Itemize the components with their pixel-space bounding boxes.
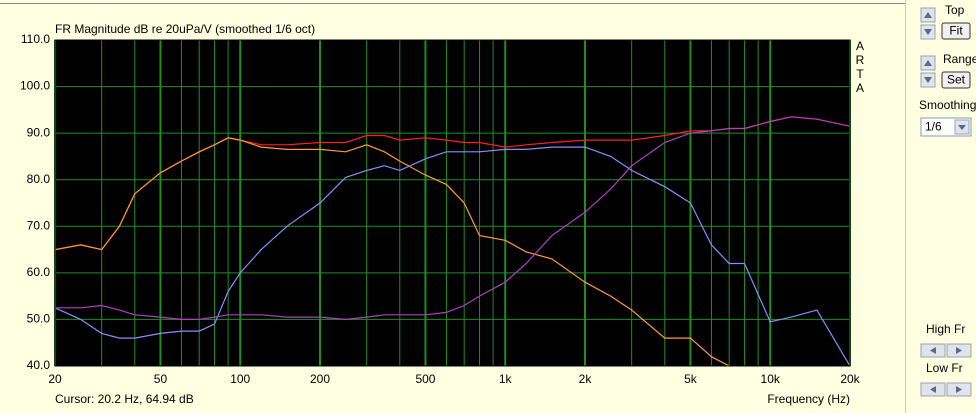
set-button-label: Set xyxy=(947,73,966,87)
series-line xyxy=(55,137,730,366)
x-tick-label: 10k xyxy=(761,372,781,386)
y-tick-label: 100.0 xyxy=(20,79,50,93)
arrow xyxy=(930,347,936,354)
x-axis-label: Frequency (Hz) xyxy=(767,392,850,406)
cursor-readout: Cursor: 20.2 Hz, 64.94 dB xyxy=(55,392,194,406)
y-tick-label: 60.0 xyxy=(27,265,51,279)
chart-title: FR Magnitude dB re 20uPa/V (smoothed 1/6… xyxy=(55,22,315,36)
y-tick-label: 110.0 xyxy=(21,32,50,46)
x-tick-label: 20 xyxy=(48,372,62,386)
x-tick-label: 5k xyxy=(684,372,698,386)
plot-lines xyxy=(55,116,850,366)
range-label: Range xyxy=(943,52,976,66)
x-tick-label: 500 xyxy=(415,372,435,386)
y-tick-label: 80.0 xyxy=(27,172,51,186)
fit-button[interactable] xyxy=(941,22,971,40)
watermark-letter: T xyxy=(856,67,864,81)
y-tick-label: 70.0 xyxy=(27,218,51,232)
fit-button-label: Fit xyxy=(949,24,963,38)
x-tick-label: 20k xyxy=(840,372,860,386)
y-tick-label: 50.0 xyxy=(27,312,51,326)
top-label: Top xyxy=(945,3,965,17)
high-fr-label: High Fr xyxy=(926,322,965,336)
series-line xyxy=(55,116,850,321)
arrow xyxy=(924,12,932,18)
arrow xyxy=(956,386,962,393)
watermark-letter: A xyxy=(856,39,864,53)
arrow xyxy=(930,386,936,393)
plot-area xyxy=(55,40,850,366)
low-fr-label: Low Fr xyxy=(926,361,963,375)
y-tick-label: 90.0 xyxy=(27,125,51,139)
plot-frame xyxy=(54,39,851,367)
watermark-letter: A xyxy=(856,81,864,95)
watermark-letter: R xyxy=(856,53,865,67)
control-panel: Top Fit Range Set Smoothing 1/6 High Fr … xyxy=(919,3,976,397)
x-tick-label: 2k xyxy=(579,372,593,386)
x-tick-label: 100 xyxy=(230,372,250,386)
x-tick-label: 200 xyxy=(310,372,330,386)
smoothing-label: Smoothing xyxy=(919,98,976,112)
arrow xyxy=(924,77,932,83)
x-tick-label: 1k xyxy=(499,372,513,386)
arrow xyxy=(924,60,932,66)
series-line xyxy=(55,146,850,366)
y-tick-label: 40.0 xyxy=(27,358,51,372)
x-tick-label: 50 xyxy=(154,372,168,386)
set-button[interactable] xyxy=(941,71,971,89)
arrow xyxy=(956,347,962,354)
smoothing-value: 1/6 xyxy=(925,120,942,134)
arrow xyxy=(958,125,966,130)
arrow xyxy=(924,29,932,35)
